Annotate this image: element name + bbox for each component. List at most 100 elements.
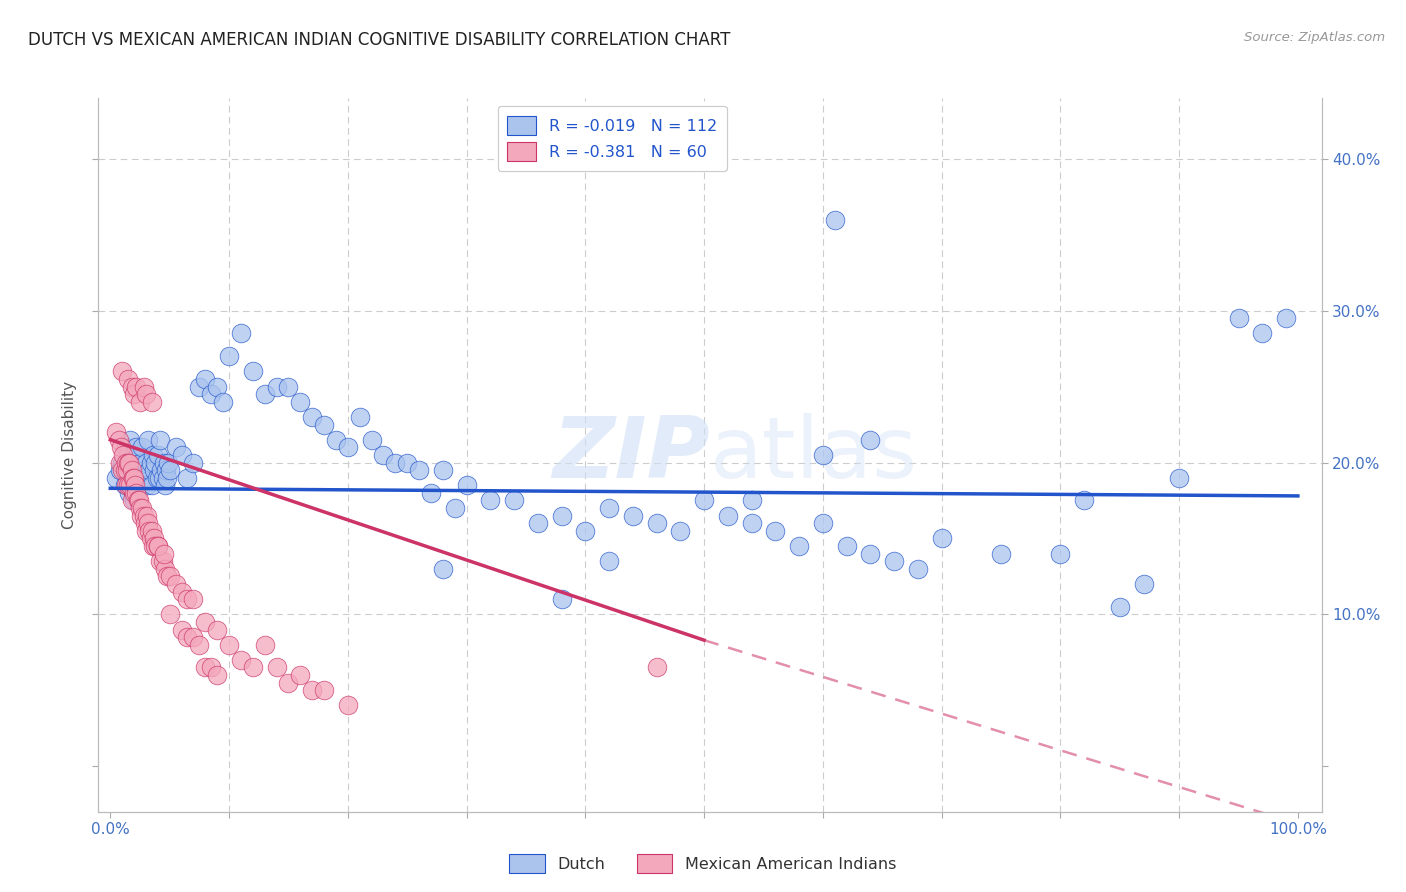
Point	[550, 592, 572, 607]
Point	[384, 456, 406, 470]
Point	[205, 668, 228, 682]
Point	[456, 478, 478, 492]
Point	[118, 456, 141, 470]
Point	[146, 448, 169, 462]
Point	[153, 562, 176, 576]
Point	[194, 615, 217, 629]
Point	[290, 668, 312, 682]
Point	[145, 456, 167, 470]
Point	[1168, 471, 1191, 485]
Point	[349, 409, 371, 424]
Point	[132, 471, 155, 485]
Point	[108, 456, 131, 470]
Point	[115, 463, 138, 477]
Point	[253, 638, 276, 652]
Point	[1049, 547, 1071, 561]
Point	[129, 478, 152, 492]
Text: ZIP: ZIP	[553, 413, 710, 497]
Point	[266, 379, 288, 393]
Point	[218, 638, 240, 652]
Point	[146, 539, 169, 553]
Point	[141, 394, 163, 409]
Point	[114, 478, 136, 492]
Point	[527, 516, 550, 531]
Point	[156, 471, 179, 485]
Point	[741, 516, 763, 531]
Point	[183, 630, 205, 644]
Point	[118, 486, 141, 500]
Point	[132, 508, 155, 523]
Point	[253, 387, 276, 401]
Point	[152, 554, 174, 568]
Legend: Dutch, Mexican American Indians: Dutch, Mexican American Indians	[503, 847, 903, 880]
Point	[105, 471, 128, 485]
Point	[142, 448, 165, 462]
Point	[142, 539, 165, 553]
Point	[170, 584, 193, 599]
Point	[325, 433, 347, 447]
Point	[290, 394, 312, 409]
Point	[1275, 311, 1298, 326]
Point	[990, 547, 1012, 561]
Point	[420, 486, 443, 500]
Point	[145, 539, 167, 553]
Point	[135, 387, 157, 401]
Point	[503, 493, 526, 508]
Point	[136, 478, 159, 492]
Point	[242, 364, 264, 378]
Point	[907, 562, 929, 576]
Point	[148, 471, 170, 485]
Point	[139, 532, 162, 546]
Point	[432, 562, 454, 576]
Point	[598, 554, 620, 568]
Point	[121, 379, 143, 393]
Point	[574, 524, 596, 538]
Point	[811, 516, 834, 531]
Text: DUTCH VS MEXICAN AMERICAN INDIAN COGNITIVE DISABILITY CORRELATION CHART: DUTCH VS MEXICAN AMERICAN INDIAN COGNITI…	[28, 31, 731, 49]
Point	[277, 675, 299, 690]
Point	[138, 524, 160, 538]
Point	[479, 493, 502, 508]
Point	[127, 471, 149, 485]
Point	[127, 493, 149, 508]
Point	[188, 638, 211, 652]
Point	[176, 592, 198, 607]
Point	[153, 478, 176, 492]
Point	[859, 433, 882, 447]
Point	[159, 569, 181, 583]
Point	[112, 448, 135, 462]
Point	[117, 478, 139, 492]
Point	[1227, 311, 1250, 326]
Point	[205, 623, 228, 637]
Point	[146, 539, 169, 553]
Point	[741, 493, 763, 508]
Point	[194, 372, 217, 386]
Point	[156, 569, 179, 583]
Point	[124, 463, 146, 477]
Point	[693, 493, 716, 508]
Point	[242, 660, 264, 674]
Point	[835, 539, 858, 553]
Point	[124, 478, 146, 492]
Point	[135, 456, 157, 470]
Point	[132, 379, 155, 393]
Point	[143, 532, 166, 546]
Point	[787, 539, 810, 553]
Point	[170, 448, 193, 462]
Point	[150, 463, 173, 477]
Point	[141, 524, 163, 538]
Point	[200, 387, 222, 401]
Point	[312, 417, 335, 432]
Point	[131, 501, 153, 516]
Point	[931, 532, 953, 546]
Point	[152, 456, 174, 470]
Point	[136, 433, 159, 447]
Point	[1073, 493, 1095, 508]
Point	[128, 463, 150, 477]
Point	[373, 448, 395, 462]
Point	[763, 524, 786, 538]
Point	[621, 508, 644, 523]
Point	[135, 524, 157, 538]
Point	[120, 433, 142, 447]
Point	[111, 463, 134, 477]
